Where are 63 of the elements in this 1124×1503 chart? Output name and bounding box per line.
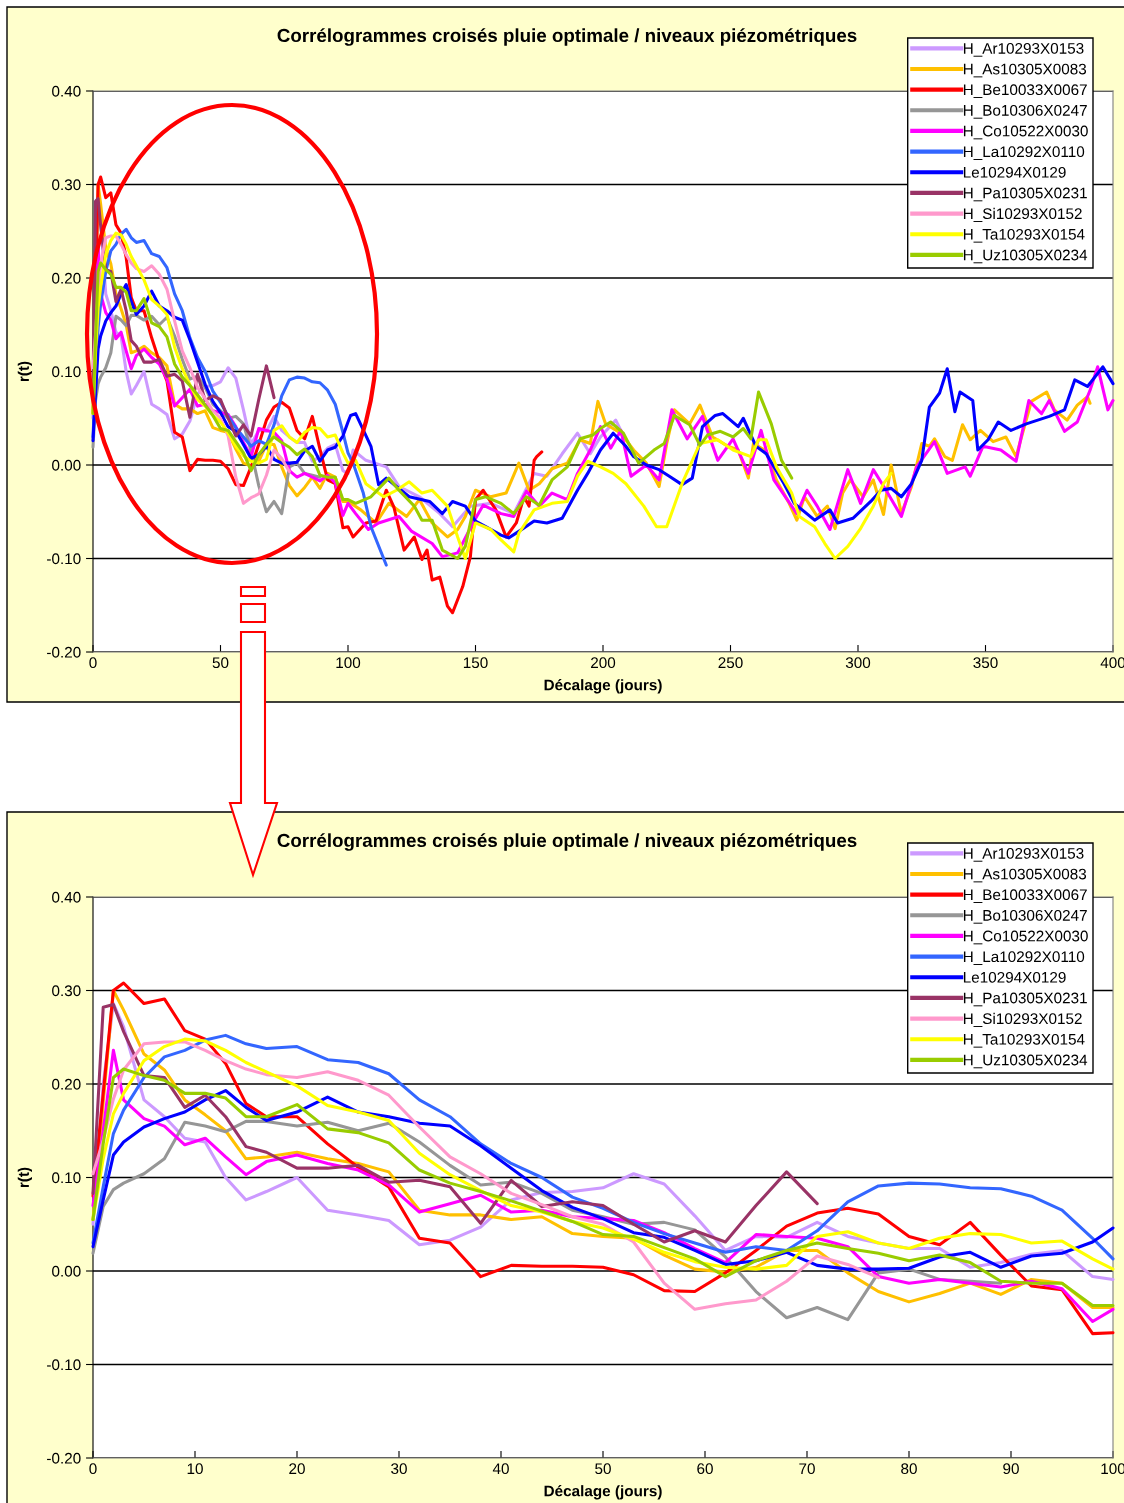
y-axis-title: r(t): [17, 361, 32, 382]
line-series: [91, 1002, 819, 1244]
y-tick-label: 0.30: [52, 985, 81, 997]
x-tick-label: 90: [1003, 1463, 1019, 1475]
chart-title: Corrélogrammes croisés pluie optimale / niveaux piézométriques: [277, 28, 857, 46]
x-tick-label: 60: [697, 1463, 713, 1475]
x-tick-label: 0: [89, 657, 97, 669]
x-tick-label: 30: [391, 1463, 407, 1475]
legend-label: Le10294X0129: [963, 971, 1066, 983]
y-axis-title: r(t): [17, 1167, 32, 1188]
legend-label: H_Pa10305X0231: [963, 187, 1087, 202]
legend-label: H_Bo10306X0247: [963, 104, 1087, 119]
legend-label: Le10294X0129: [963, 166, 1066, 178]
y-tick-label: 0.00: [52, 459, 81, 471]
x-axis-title: Décalage (jours): [544, 1485, 662, 1500]
x-tick-label: 200: [591, 657, 616, 669]
legend-label: H_Pa10305X0231: [963, 992, 1087, 1007]
legend-label: H_Be10033X0067: [963, 84, 1087, 99]
legend-label: H_Ta10293X0154: [963, 1033, 1085, 1048]
x-tick-label: 50: [595, 1463, 611, 1475]
y-tick-label: 0.10: [52, 366, 81, 378]
legend-label: H_Ar10293X0153: [963, 42, 1084, 57]
y-tick-label: 0.10: [52, 1172, 81, 1184]
x-tick-label: 150: [463, 657, 488, 669]
legend-label: H_Ta10293X0154: [963, 228, 1085, 243]
chart-title: Corrélogrammes croisés pluie optimale / niveaux piézométriques: [277, 833, 857, 851]
line-series: [91, 1040, 880, 1311]
line-series: [91, 261, 794, 561]
legend-label: H_Si10293X0152: [963, 207, 1082, 222]
y-tick-label: 0.40: [52, 891, 81, 903]
y-tick-label: -0.10: [47, 1359, 81, 1371]
x-tick-label: 350: [973, 657, 998, 669]
x-tick-label: 50: [212, 657, 229, 669]
y-tick-label: -0.10: [47, 553, 81, 565]
legend-label: H_As10305X0083: [963, 63, 1087, 78]
y-tick-label: 0.20: [52, 272, 81, 284]
y-tick-label: -0.20: [47, 646, 81, 658]
x-axis-title: Décalage (jours): [544, 679, 662, 694]
legend-label: H_La10292X0110: [963, 951, 1085, 965]
y-tick-label: 0.30: [52, 179, 81, 191]
legend-label: H_Bo10306X0247: [963, 909, 1087, 924]
legend-label: H_Uz10305X0234: [963, 249, 1088, 264]
legend-label: H_Si10293X0152: [963, 1012, 1082, 1027]
y-tick-label: 0.00: [52, 1265, 81, 1277]
x-tick-label: 70: [799, 1463, 815, 1475]
legend-label: H_Uz10305X0234: [963, 1054, 1088, 1069]
legend-label: H_Co10522X0030: [963, 125, 1088, 140]
x-tick-label: 300: [845, 657, 871, 669]
legend-label: H_Ar10293X0153: [963, 847, 1084, 862]
y-tick-label: 0.20: [52, 1078, 81, 1090]
x-tick-label: 0: [89, 1463, 97, 1475]
legend-label: H_La10292X0110: [963, 146, 1085, 160]
x-tick-label: 40: [492, 1463, 509, 1475]
legend-label: H_Be10033X0067: [963, 889, 1087, 904]
legend-label: H_As10305X0083: [963, 868, 1087, 883]
x-tick-label: 20: [289, 1463, 305, 1475]
y-tick-label: 0.40: [52, 85, 81, 97]
x-tick-label: 10: [187, 1463, 203, 1475]
y-tick-label: -0.20: [47, 1452, 81, 1464]
x-tick-label: 100: [336, 657, 361, 669]
legend-label: H_Co10522X0030: [963, 930, 1088, 945]
x-tick-label: 80: [901, 1463, 917, 1475]
x-tick-label: 250: [718, 657, 743, 669]
